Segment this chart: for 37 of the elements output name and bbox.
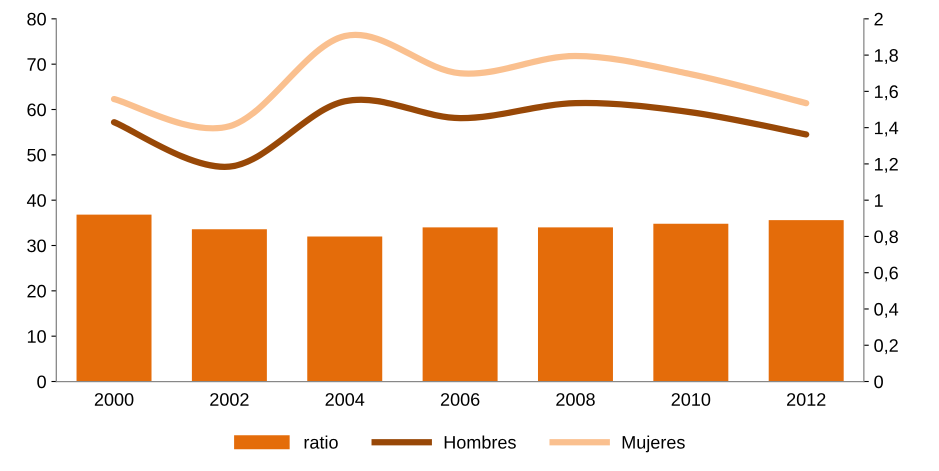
y-tick-label: 20 — [27, 284, 46, 298]
y-tick-label: 10 — [28, 330, 46, 343]
y2-tick-label: 0 — [874, 375, 883, 388]
bar — [653, 224, 728, 382]
y-tick-label: 60 — [27, 103, 46, 116]
legend-label: Hombres — [444, 435, 516, 449]
y2-tick-label: 0,8 — [874, 230, 898, 246]
y2-tick-label: 1,2 — [874, 158, 898, 173]
y-tick-label: 40 — [26, 194, 46, 207]
y2-tick-label: 0,2 — [874, 339, 898, 354]
x-tick-label: 2000 — [94, 393, 134, 406]
y-tick-label: 50 — [27, 148, 46, 162]
x-tick-label: 2012 — [787, 393, 826, 406]
y2-tick-label: 1,8 — [874, 49, 898, 64]
y2-tick-label: 1,4 — [874, 122, 898, 136]
x-tick-label: 2008 — [556, 393, 595, 406]
y-tick-label: 30 — [27, 239, 46, 252]
legend-label: ratio — [304, 435, 338, 449]
y2-tick-label: 1 — [874, 194, 883, 207]
bar — [192, 229, 267, 382]
y2-tick-label: 1,6 — [874, 85, 898, 100]
y2-tick-label: 0,6 — [874, 266, 898, 282]
legend-label: Mujeres — [622, 435, 685, 452]
x-tick-label: 2010 — [672, 393, 710, 406]
bar — [422, 227, 498, 382]
x-tick-label: 2002 — [210, 393, 249, 406]
bar — [76, 214, 152, 382]
y-tick-label: 0 — [37, 375, 46, 388]
y2-tick-label: 2 — [874, 12, 883, 26]
x-tick-label: 2004 — [326, 393, 364, 406]
y2-tick-label: 0,4 — [874, 302, 898, 318]
y-tick-label: 70 — [27, 58, 46, 71]
bar — [307, 236, 382, 382]
bar — [538, 227, 613, 382]
y-tick-label: 80 — [27, 12, 46, 26]
x-tick-label: 2006 — [440, 393, 480, 406]
bar — [768, 220, 844, 382]
